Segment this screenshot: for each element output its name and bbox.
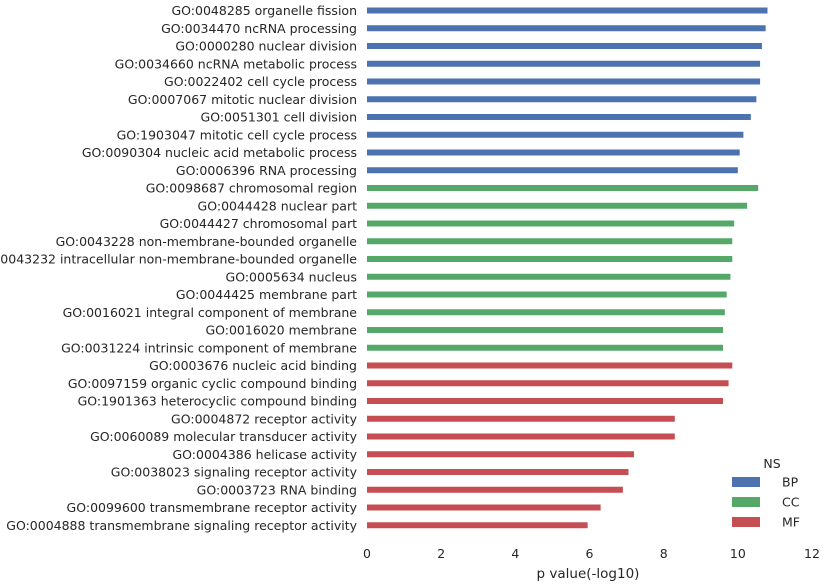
category-label: GO:0038023 signaling receptor activity [111, 465, 358, 480]
bar-mf [367, 522, 588, 529]
category-label: GO:0031224 intrinsic component of membra… [61, 340, 357, 355]
bar-cc [367, 291, 727, 298]
bar-mf [367, 486, 623, 493]
legend-label-mf: MF [782, 515, 800, 530]
legend-swatch-cc [732, 497, 760, 507]
category-label: GO:0043232 intracellular non-membrane-bo… [0, 252, 357, 267]
bar-mf [367, 415, 675, 422]
x-tick-label: 4 [511, 546, 519, 561]
category-label: GO:0004888 transmembrane signaling recep… [6, 518, 357, 533]
legend-label-bp: BP [782, 475, 799, 490]
bar-cc [367, 220, 735, 227]
legend-swatch-mf [732, 517, 760, 527]
bar-mf [367, 362, 733, 369]
bar-mf [367, 504, 601, 511]
bar-bp [367, 96, 757, 103]
legend-title: NS [763, 456, 780, 471]
category-label: GO:0003676 nucleic acid binding [149, 358, 357, 373]
legend-label-cc: CC [782, 495, 800, 510]
bar-mf [367, 433, 675, 440]
x-axis-ticks: 0 2 4 6 8 10 12 [363, 546, 820, 561]
category-label: GO:0097159 organic cyclic compound bindi… [68, 376, 357, 391]
bar-bp [367, 43, 762, 49]
category-label: GO:0016020 membrane [205, 323, 357, 338]
bar-mf [367, 469, 629, 475]
category-label: GO:0004386 helicase activity [172, 447, 357, 462]
x-tick-label: 12 [804, 546, 820, 561]
category-label: GO:0005634 nucleus [226, 269, 357, 284]
category-label: GO:0044427 chromosomal part [160, 216, 357, 231]
category-label: GO:0022402 cell cycle process [164, 74, 357, 89]
bar-bp [367, 167, 738, 174]
category-label: GO:0048285 organelle fission [172, 3, 358, 18]
bar-bp [367, 114, 751, 120]
category-label: GO:0099600 transmembrane receptor activi… [67, 500, 358, 515]
category-label: GO:0000280 nuclear division [175, 39, 357, 54]
x-axis-label: p value(-log10) [537, 566, 640, 582]
category-label: GO:0044428 nuclear part [198, 198, 358, 213]
legend-swatch-bp [732, 477, 760, 487]
bars [367, 7, 768, 529]
category-label: GO:0034470 ncRNA processing [161, 21, 357, 36]
category-label: GO:0044425 membrane part [176, 287, 357, 302]
x-tick-label: 6 [586, 546, 594, 561]
bar-cc [367, 185, 759, 191]
category-label: GO:0034660 ncRNA metabolic process [115, 56, 357, 71]
category-label: GO:0006396 RNA processing [176, 163, 357, 178]
bar-bp [367, 25, 766, 32]
category-label: GO:0098687 chromosomal region [146, 181, 357, 196]
bar-bp [367, 131, 744, 138]
category-label: GO:0007067 mitotic nuclear division [128, 92, 357, 107]
bar-bp [367, 7, 768, 14]
bar-bp [367, 60, 761, 67]
x-tick-label: 0 [363, 546, 371, 561]
category-label: GO:0090304 nucleic acid metabolic proces… [82, 145, 357, 160]
bar-cc [367, 344, 723, 351]
category-label: GO:0003723 RNA binding [197, 482, 357, 497]
x-tick-label: 10 [730, 546, 746, 561]
bar-cc [367, 256, 733, 262]
category-label: GO:0016021 integral component of membran… [63, 305, 358, 320]
category-label: GO:1903047 mitotic cell cycle process [117, 127, 357, 142]
bar-mf [367, 451, 634, 458]
bar-cc [367, 273, 731, 280]
category-labels: GO:0048285 organelle fission GO:0034470 n… [0, 3, 358, 533]
bar-mf [367, 398, 723, 404]
bar-cc [367, 309, 725, 316]
category-label: GO:0043228 non-membrane-bounded organell… [56, 234, 358, 249]
bar-cc [367, 327, 723, 333]
category-label: GO:1901363 heterocyclic compound binding [78, 394, 357, 409]
bar-bp [367, 78, 761, 85]
x-tick-label: 2 [437, 546, 445, 561]
x-tick-label: 8 [660, 546, 668, 561]
category-label: GO:0051301 cell division [201, 110, 357, 125]
category-label: GO:0004872 receptor activity [171, 411, 358, 426]
bar-mf [367, 380, 729, 387]
category-label: GO:0060089 molecular transducer activity [90, 429, 358, 444]
bar-cc [367, 202, 748, 209]
bar-bp [367, 149, 740, 156]
bar-cc [367, 238, 733, 245]
